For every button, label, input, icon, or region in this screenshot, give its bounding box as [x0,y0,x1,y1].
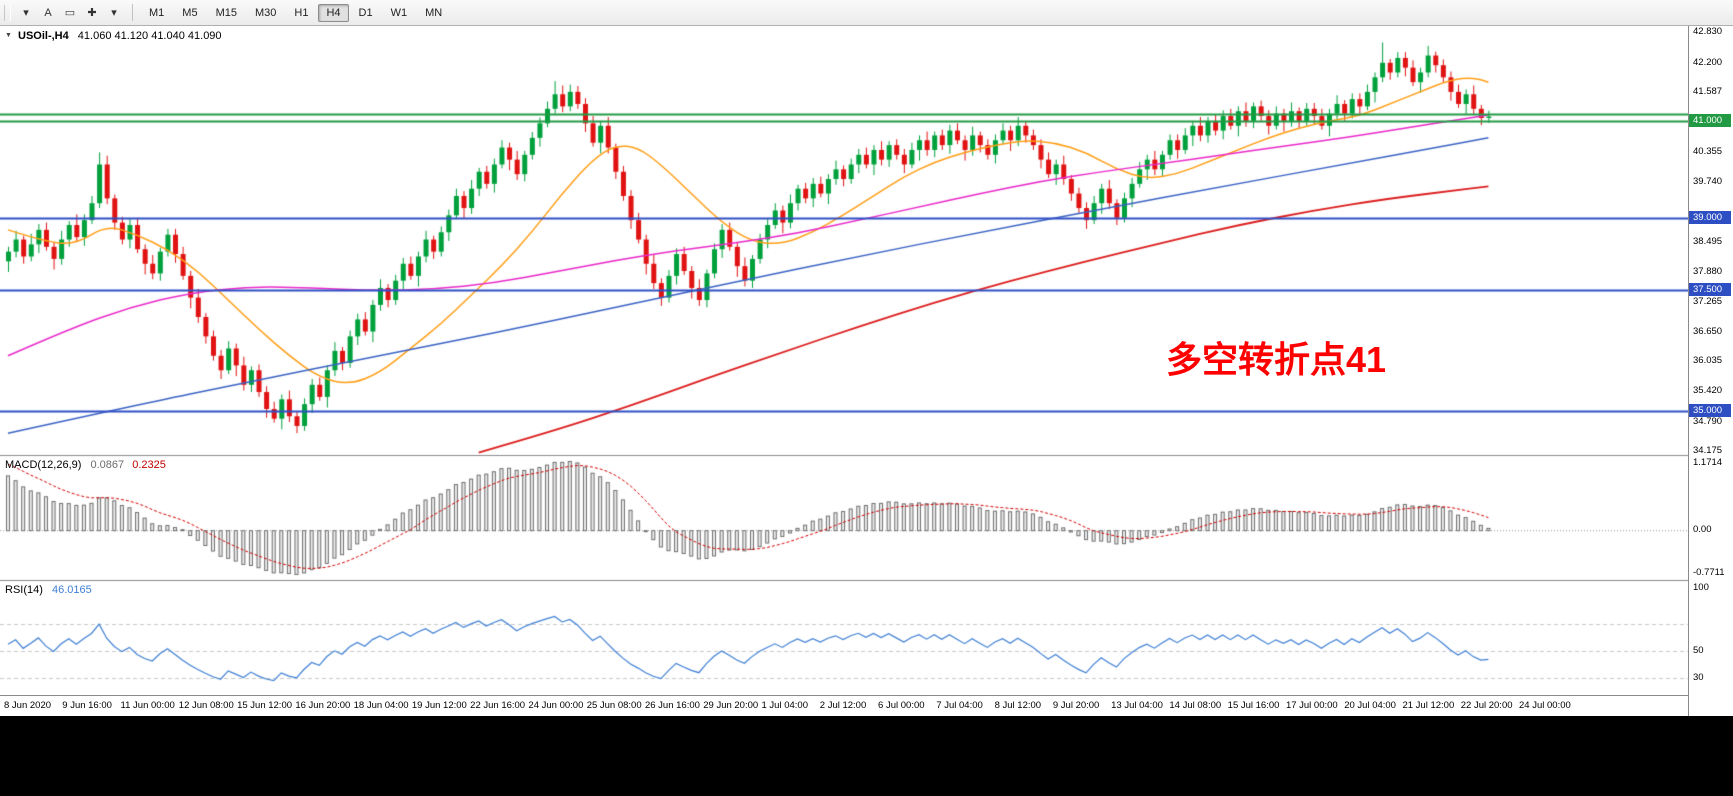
toolbar: ▾ A ▭ ✚ ▾ M1 M5 M15 M30 H1 H4 D1 W1 MN [0,0,1733,26]
time-label: 1 Jul 04:00 [761,700,808,711]
time-label: 8 Jun 2020 [4,700,52,711]
time-label: 22 Jun 16:00 [470,700,526,711]
time-label: 2 Jul 12:00 [819,700,867,711]
time-label: 15 Jun 12:00 [237,700,293,711]
time-label: 9 Jun 16:00 [62,700,112,711]
time-label: 22 Jul 20:00 [1460,700,1513,711]
axis-label: 42.830 [1693,26,1723,38]
axis-label: 50 [1693,644,1704,656]
chart-symbol-label: USOil-,H4 [18,30,69,42]
time-label: 29 Jun 20:00 [703,700,759,711]
timeframe-mn[interactable]: MN [425,6,443,19]
time-label: 18 Jun 04:00 [353,700,409,711]
axis-label: 37.265 [1693,295,1723,307]
time-label: 6 Jul 00:00 [878,700,925,711]
time-label: 20 Jul 04:00 [1344,700,1396,711]
axis-label: 0.00 [1693,524,1712,536]
time-label: 25 Jun 08:00 [586,700,642,711]
chart-dropdown-icon[interactable]: ▼ [5,32,12,39]
time-label: 16 Jun 20:00 [295,700,351,711]
timeframe-w1[interactable]: W1 [390,6,408,19]
timeframe-group: M1 M5 M15 M30 H1 H4 D1 W1 MN [140,3,451,22]
axis-label: 30 [1693,672,1704,684]
time-label: 14 Jul 08:00 [1169,700,1222,711]
timeframe-h4[interactable]: H4 [318,3,349,22]
macd-value-main: 0.0867 [90,459,125,471]
toolbar-tools: ▾ A ▭ ✚ ▾ [15,3,125,23]
axis-label: 40.355 [1693,146,1723,158]
time-label: 13 Jul 04:00 [1111,700,1163,711]
axis-label: 38.495 [1693,236,1723,248]
toolbar-grip-icon [4,4,11,21]
tools-dropdown-icon[interactable]: ▾ [111,7,117,19]
timeframe-m15[interactable]: M15 [215,6,237,19]
axis-label: 1.1714 [1693,457,1723,468]
rsi-header: RSI(14) 46.0165 [5,584,92,596]
timeframe-m5[interactable]: M5 [182,6,198,19]
price-tag: 37.500 [1689,283,1731,297]
time-label: 9 Jul 20:00 [1052,700,1100,711]
time-label: 8 Jul 12:00 [994,700,1042,711]
text-tool-icon[interactable]: A [44,6,52,19]
bottom-filler [0,716,1733,796]
axis-label: 39.740 [1693,175,1723,187]
axis-label: 42.200 [1693,56,1723,68]
price-tag: 39.000 [1689,210,1731,224]
axis-label: 37.880 [1693,265,1723,277]
timeframe-m1[interactable]: M1 [149,6,165,19]
rsi-value: 46.0165 [51,584,92,596]
chart-canvas[interactable] [0,26,1688,695]
time-label: 17 Jul 00:00 [1285,700,1338,711]
time-label: 12 Jun 08:00 [178,700,234,711]
axis-label: 41.587 [1693,86,1723,98]
new-chart-dropdown-icon[interactable]: ▾ [23,7,29,19]
crosshair-tool-icon[interactable]: ✚ [87,7,97,19]
axis-label: 36.035 [1693,355,1723,367]
time-label: 7 Jul 04:00 [936,700,983,711]
axis-label: -0.7711 [1693,567,1725,578]
axis-label: 34.175 [1693,445,1723,457]
timeframe-h1[interactable]: H1 [294,6,309,19]
shapes-tool-icon[interactable]: ▭ [64,7,76,19]
timeframe-d1[interactable]: D1 [358,6,373,19]
timeframe-m30[interactable]: M30 [254,6,277,19]
axis-label: 35.420 [1693,385,1723,397]
time-label: 11 Jun 00:00 [120,700,175,711]
time-axis[interactable]: 8 Jun 2020 9 Jun 16:00 11 Jun 00:00 12 Jun … [0,695,1688,716]
toolbar-separator [132,4,133,21]
macd-label: MACD(12,26,9) [5,459,82,471]
rsi-label: RSI(14) [5,584,43,596]
time-label: 15 Jul 16:00 [1227,700,1280,711]
price-axis[interactable]: 42.830 42.200 41.587 40.355 39.740 38.495 37.8… [1688,26,1732,716]
macd-value-signal: 0.2325 [132,459,166,471]
axis-label: 36.650 [1693,325,1723,337]
macd-header: MACD(12,26,9) 0.0867 0.2325 [5,459,166,471]
time-label: 24 Jul 00:00 [1519,700,1571,711]
time-label: 19 Jun 12:00 [411,700,467,711]
price-tag: 35.000 [1689,404,1731,418]
price-tag: 41.000 [1689,113,1731,127]
time-label: 26 Jun 16:00 [644,700,700,711]
chart-annotation: 多空转折点41 [1166,339,1387,380]
chart-ohlc-values: 41.060 41.120 41.040 41.090 [77,30,222,42]
axis-label: 100 [1693,582,1709,593]
axis-label: 34.790 [1693,415,1723,427]
chart-header: ▼ USOil-,H4 41.060 41.120 41.040 41.090 [5,30,222,42]
time-label: 21 Jul 12:00 [1402,700,1455,711]
time-label: 24 Jun 00:00 [528,700,584,711]
